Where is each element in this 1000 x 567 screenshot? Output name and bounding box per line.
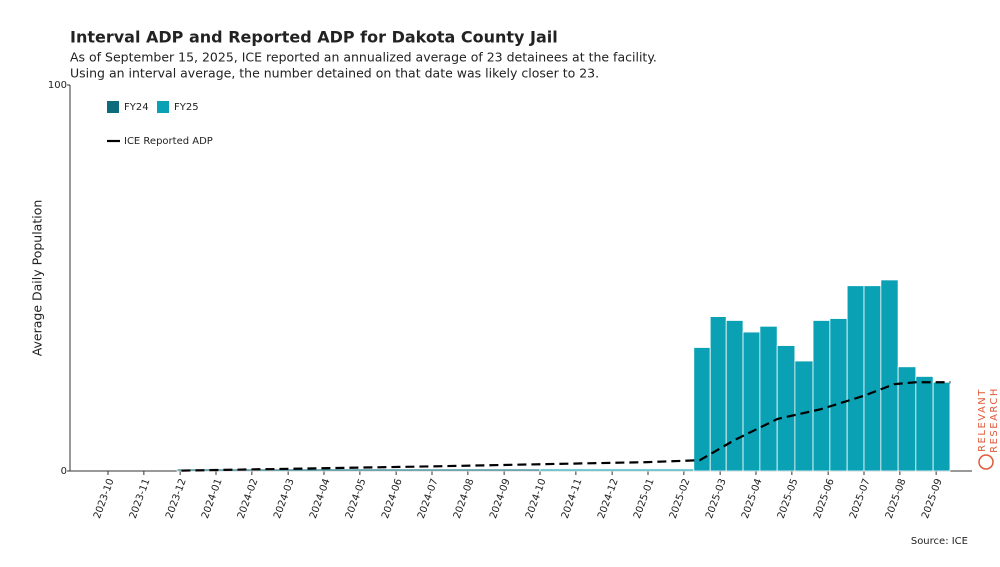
x-tick-label: 2023-11 [128, 477, 153, 520]
x-tick-label: 2025-04 [740, 477, 765, 520]
x-tick-label: 2025-09 [920, 477, 945, 520]
x-tick-label: 2024-10 [524, 477, 549, 520]
logo-text: RESEARCH [989, 387, 1000, 453]
subtitle: Using an interval average, the number de… [70, 66, 599, 81]
x-tick-label: 2024-02 [236, 477, 261, 520]
x-tick-label: 2025-01 [632, 477, 657, 520]
x-tick-label: 2025-06 [812, 477, 837, 520]
x-tick-label: 2024-12 [596, 477, 621, 520]
x-tick-label: 2024-11 [560, 477, 585, 520]
bar [709, 316, 727, 472]
x-tick-label: 2024-03 [272, 477, 297, 520]
y-tick-label: 100 [48, 80, 67, 91]
bar [932, 381, 951, 472]
source: Source: ICE [911, 536, 968, 547]
x-tick-label: 2025-07 [848, 477, 873, 520]
x-tick-label: 2024-09 [488, 477, 513, 520]
x-tick-label: 2023-12 [164, 477, 189, 520]
legend-label: FY24 [124, 102, 149, 113]
x-tick-label: 2024-05 [344, 477, 369, 520]
x-tick-label: 2025-05 [776, 477, 801, 520]
line [181, 381, 951, 472]
logo-text: RELEVANT [977, 388, 988, 452]
bar [794, 360, 814, 472]
bar [539, 468, 695, 472]
x-tick-label: 2025-02 [668, 477, 693, 520]
bar [742, 331, 761, 472]
legend-swatch [107, 101, 119, 113]
logo-icon [978, 454, 994, 470]
x-tick-label: 2025-08 [884, 477, 909, 520]
legend-label: ICE Reported ADP [124, 136, 213, 147]
y-tick-label: 0 [61, 466, 67, 477]
legend-swatch [157, 101, 169, 113]
x-tick-label: 2024-07 [416, 477, 441, 520]
x-tick-label: 2023-10 [92, 477, 117, 520]
legend-label: FY25 [174, 102, 199, 113]
bar [863, 285, 882, 472]
bar [759, 325, 778, 472]
x-tick-label: 2025-03 [704, 477, 729, 520]
bar [693, 347, 711, 472]
bar [915, 376, 934, 472]
x-tick-label: 2024-04 [308, 477, 333, 520]
bar [812, 320, 831, 472]
x-tick-label: 2024-08 [452, 477, 477, 520]
bar [829, 318, 848, 472]
subtitle: As of September 15, 2025, ICE reported a… [70, 50, 657, 65]
bar [846, 285, 865, 472]
chart-title: Interval ADP and Reported ADP for Dakota… [70, 28, 558, 47]
bar [725, 320, 744, 472]
bar [776, 345, 796, 472]
bar [880, 279, 899, 472]
x-tick-label: 2024-01 [200, 477, 225, 520]
x-tick-label: 2024-06 [380, 477, 405, 520]
y-axis-label: Average Daily Population [30, 200, 45, 357]
